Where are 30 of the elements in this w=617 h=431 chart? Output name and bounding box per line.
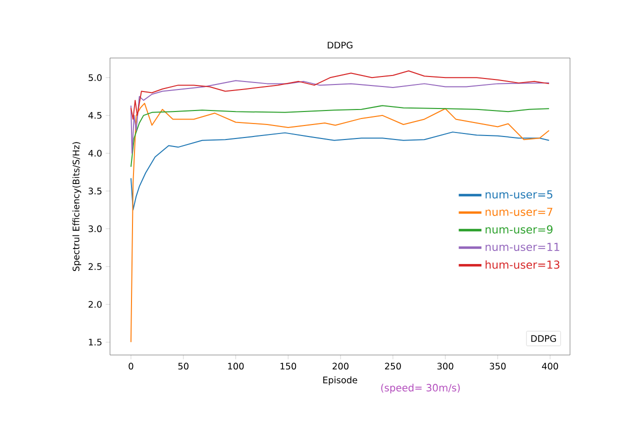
line-series — [130, 80, 550, 154]
x-tick-label: 200 — [332, 362, 348, 370]
x-tick-label: 250 — [385, 362, 401, 370]
y-tick-label: 2.0 — [88, 300, 102, 308]
line-series — [130, 70, 550, 120]
text: (speed= 30m/s) — [381, 384, 460, 394]
x-tick-label: 150 — [280, 362, 296, 370]
x-tick-label: 400 — [542, 362, 558, 370]
chart-title: DDPG — [328, 42, 352, 48]
x-tick-label: 350 — [490, 362, 506, 370]
legend-label: num-user=9 — [486, 225, 552, 234]
annotation: DDPG — [531, 335, 556, 342]
y-tick-label: 3.5 — [88, 188, 102, 194]
y-tick-label: 4.0 — [88, 150, 102, 157]
line-series — [130, 105, 550, 168]
legend-label: hum-user=13 — [486, 260, 560, 269]
x-tick-label: 100 — [228, 362, 244, 370]
y-tick-label: 2.5 — [88, 263, 102, 270]
legend-label: num-user=7 — [486, 208, 552, 216]
y-tick-label: 5.0 — [88, 74, 102, 82]
x-tick-label: 0 — [128, 362, 134, 370]
legend-label: num-user=5 — [486, 190, 552, 199]
y-tick-label: 3.0 — [88, 225, 102, 232]
x-tick-label: 300 — [437, 362, 454, 370]
legend-label: num-user=11 — [486, 242, 560, 252]
y-tick-label: 1.5 — [88, 338, 102, 346]
y-tick-label: 4.5 — [88, 112, 102, 119]
x-axis-title: Episode — [323, 376, 358, 386]
y-axis-title: Spectrul Efficiency(Bits/S/Hz) — [72, 142, 82, 272]
x-tick-label: 50 — [178, 362, 188, 370]
